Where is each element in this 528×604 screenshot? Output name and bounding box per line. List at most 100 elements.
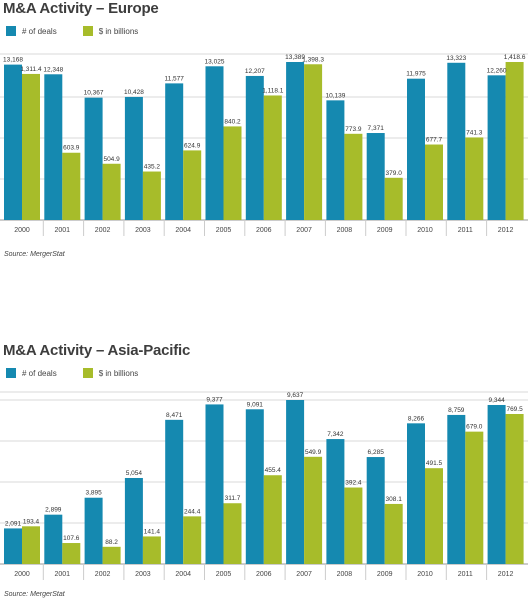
bar-deals <box>124 96 143 220</box>
bar-billions <box>62 543 81 564</box>
bar-deals <box>326 439 345 564</box>
bar-billions <box>142 536 161 564</box>
data-label-deals: 3,895 <box>85 490 102 497</box>
x-tick-label: 2002 <box>95 571 111 578</box>
data-label-deals: 9,091 <box>247 401 264 408</box>
bar-deals <box>44 74 63 220</box>
legend: # of deals $ in billions <box>6 366 164 380</box>
legend-label-billions: $ in billions <box>98 368 139 378</box>
data-label-billions: 840.2 <box>224 118 241 125</box>
data-label-deals: 2,091 <box>5 520 22 527</box>
data-label-billions: 549.9 <box>305 449 322 456</box>
bar-deals <box>4 528 22 564</box>
data-label-billions: 773.9 <box>345 126 362 133</box>
data-label-billions: 1,398.3 <box>302 56 324 63</box>
bar-deals <box>245 409 264 564</box>
data-label-deals: 12,348 <box>43 66 63 73</box>
data-label-billions: 435.2 <box>144 164 161 171</box>
bar-billions <box>384 503 403 564</box>
bar-deals <box>487 75 506 220</box>
bar-billions <box>425 144 443 220</box>
bar-deals <box>245 75 264 221</box>
bar-billions <box>62 152 81 220</box>
data-label-billions: 88.2 <box>105 539 118 546</box>
data-label-billions: 677.7 <box>426 137 443 144</box>
data-label-deals: 8,759 <box>448 407 465 414</box>
data-label-billions: 1,311.4 <box>20 66 42 73</box>
bar-deals <box>326 100 345 220</box>
bar-deals <box>366 457 385 564</box>
x-tick-label: 2008 <box>337 227 353 234</box>
bar-billions <box>223 126 242 220</box>
data-label-billions: 392.4 <box>345 480 362 487</box>
europe-panel: M&A Activity – Europe # of deals $ in bi… <box>0 0 528 262</box>
data-label-deals: 13,025 <box>205 58 225 65</box>
chart-title: M&A Activity – Europe <box>3 0 159 17</box>
source-note: Source: MergerStat <box>4 591 65 598</box>
data-label-billions: 107.6 <box>63 535 80 542</box>
bar-billions <box>183 516 202 564</box>
x-tick-label: 2005 <box>216 571 232 578</box>
data-label-deals: 13,323 <box>446 55 466 62</box>
data-label-deals: 13,389 <box>285 54 305 61</box>
data-label-billions: 741.3 <box>466 129 483 136</box>
data-label-deals: 10,428 <box>124 89 144 96</box>
data-label-deals: 9,344 <box>488 397 505 404</box>
data-label-billions: 244.4 <box>184 508 201 515</box>
x-tick-label: 2009 <box>377 571 393 578</box>
data-label-deals: 11,975 <box>406 71 426 78</box>
bar-billions <box>22 526 40 564</box>
x-tick-label: 2004 <box>175 571 191 578</box>
x-tick-label: 2001 <box>55 571 71 578</box>
data-label-deals: 12,207 <box>245 68 265 75</box>
x-tick-label: 2003 <box>135 227 151 234</box>
x-tick-label: 2011 <box>458 227 473 234</box>
legend-item-deals: # of deals <box>6 26 57 36</box>
data-label-billions: 141.4 <box>144 528 161 535</box>
x-tick-label: 2001 <box>55 227 71 234</box>
bar-billions <box>505 414 524 564</box>
bar-deals <box>447 414 466 564</box>
bar-billions <box>465 431 484 564</box>
data-label-deals: 8,471 <box>166 412 183 419</box>
bar-deals <box>4 64 22 220</box>
bar-billions <box>425 468 443 564</box>
chart-title: M&A Activity – Asia-Pacific <box>3 342 191 359</box>
data-label-deals: 5,054 <box>126 470 143 477</box>
x-tick-label: 2006 <box>256 571 272 578</box>
bar-billions <box>263 95 282 220</box>
data-label-deals: 6,285 <box>368 449 385 456</box>
data-label-billions: 624.9 <box>184 142 201 149</box>
data-label-deals: 2,899 <box>45 507 62 514</box>
bar-billions <box>465 137 484 220</box>
bar-deals <box>366 133 385 220</box>
legend-swatch-deals <box>6 368 16 378</box>
data-label-deals: 8,266 <box>408 415 425 422</box>
data-label-deals: 13,168 <box>3 57 23 64</box>
bar-billions <box>223 503 242 564</box>
bar-deals <box>205 66 224 220</box>
bar-deals <box>165 419 184 564</box>
data-label-deals: 9,377 <box>206 396 223 403</box>
x-tick-label: 2012 <box>498 227 514 234</box>
bar-deals <box>487 404 506 564</box>
legend-item-deals: # of deals <box>6 368 57 378</box>
data-label-billions: 311.7 <box>225 495 241 502</box>
bar-deals <box>84 497 103 564</box>
legend-label-deals: # of deals <box>22 26 57 36</box>
x-tick-label: 2007 <box>296 227 312 234</box>
data-label-deals: 12,260 <box>487 67 507 74</box>
x-tick-label: 2009 <box>377 227 393 234</box>
x-tick-label: 2004 <box>175 227 191 234</box>
legend-label-deals: # of deals <box>22 368 57 378</box>
bar-billions <box>344 133 363 220</box>
x-tick-label: 2007 <box>296 571 312 578</box>
bar-deals <box>286 400 305 564</box>
x-tick-label: 2006 <box>256 227 272 234</box>
data-label-deals: 10,367 <box>84 90 104 97</box>
source-note: Source: MergerStat <box>4 251 65 258</box>
bar-billions <box>102 546 121 564</box>
bar-billions <box>263 475 282 564</box>
data-label-deals: 9,637 <box>287 392 304 399</box>
data-label-billions: 603.9 <box>63 145 80 152</box>
